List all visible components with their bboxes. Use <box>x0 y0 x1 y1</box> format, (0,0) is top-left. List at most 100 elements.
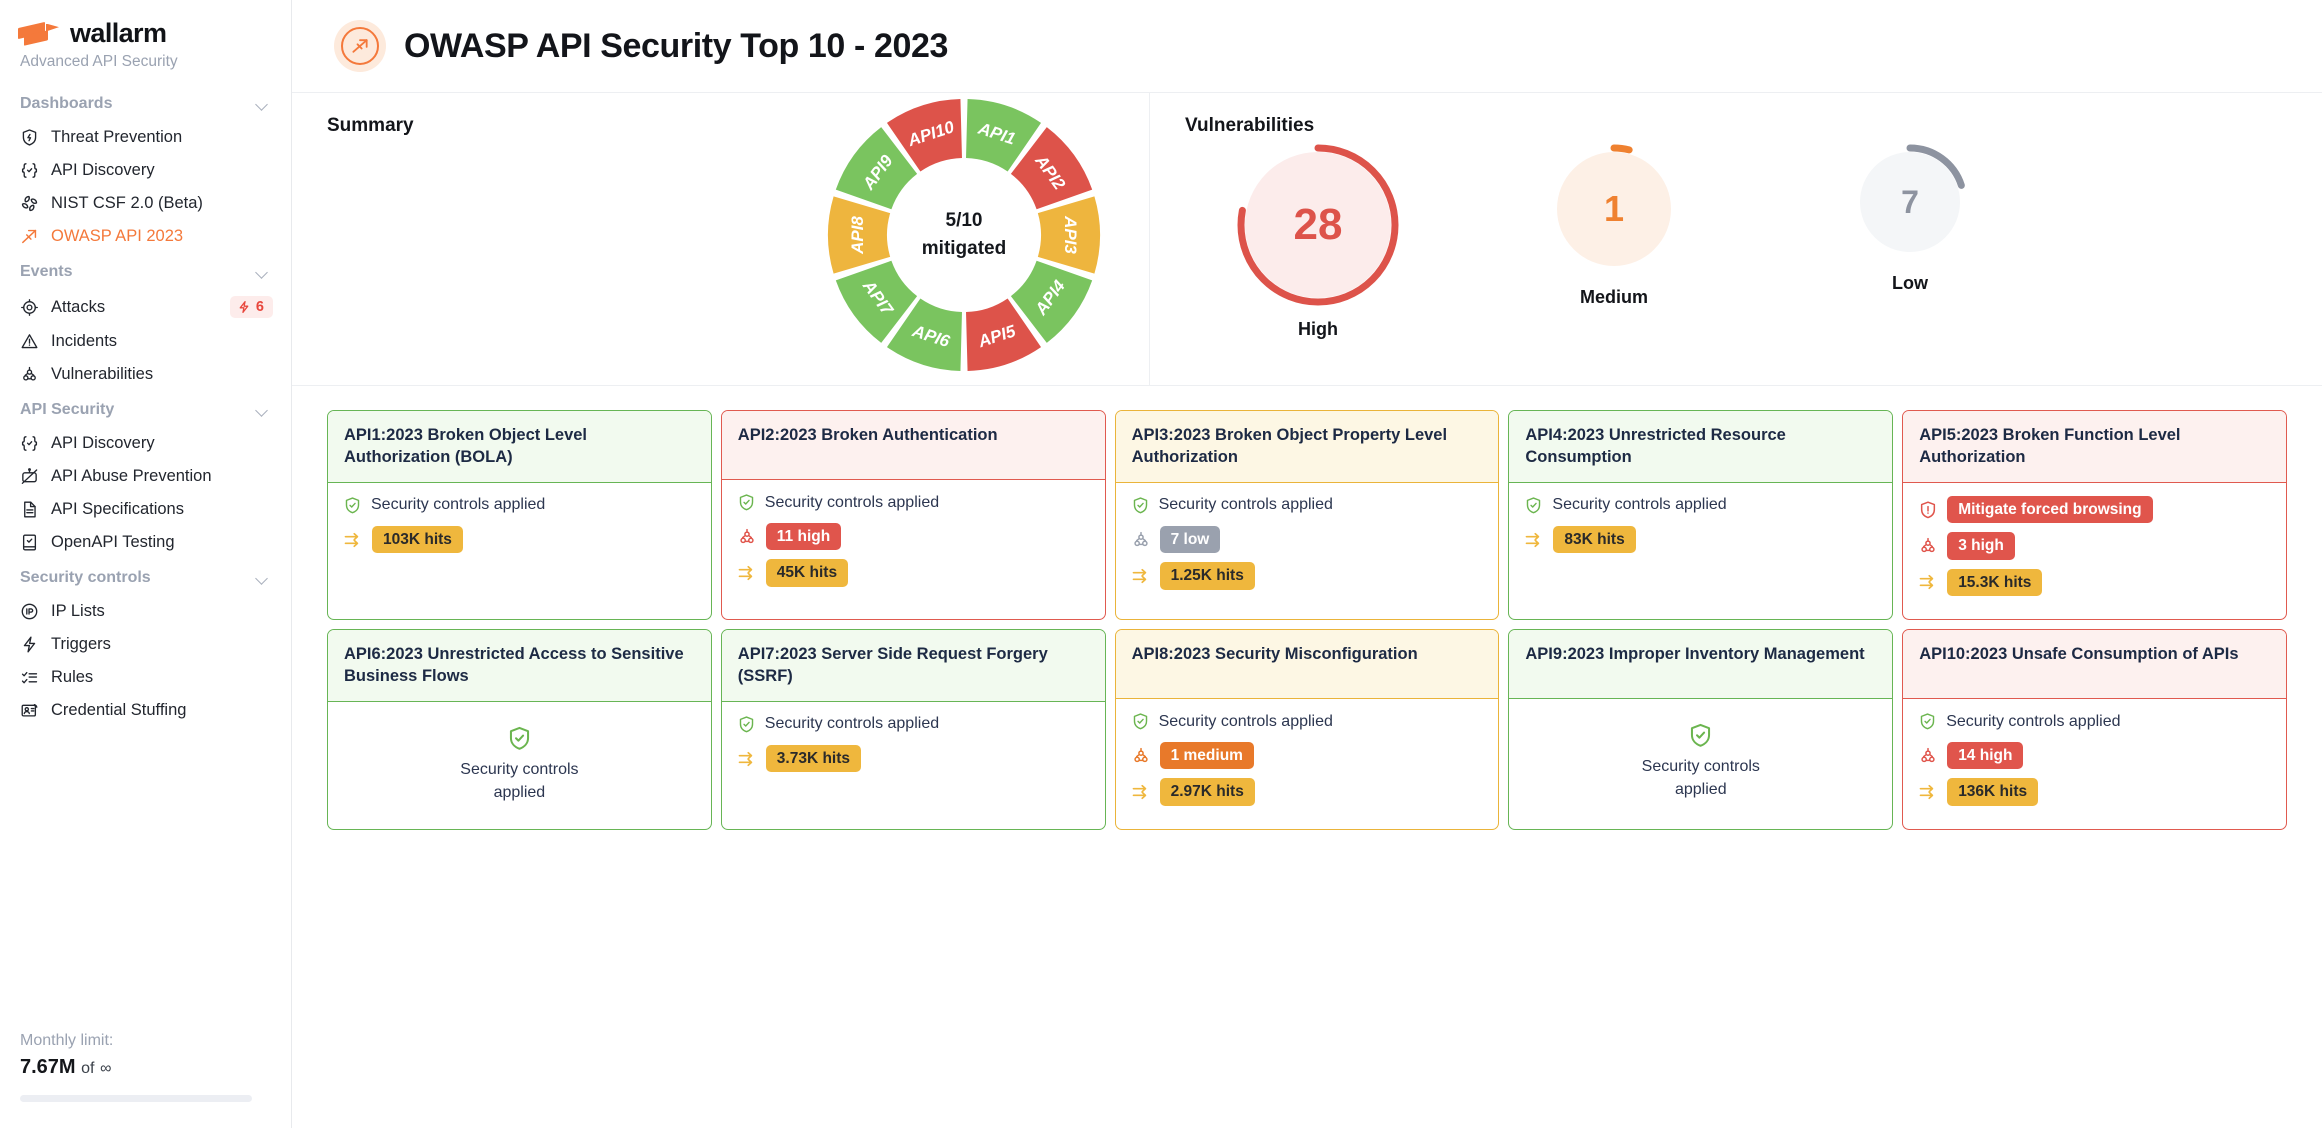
gauge-ring: 7 <box>1851 143 1969 261</box>
sidebar-item-triggers[interactable]: Triggers <box>0 628 291 661</box>
sidebar-group-label: Events <box>20 263 73 280</box>
card-pill-high[interactable]: 3 high <box>1947 532 2015 560</box>
alert-shield-icon <box>1918 500 1938 520</box>
biohazard-icon <box>20 365 39 384</box>
card-pill-hits[interactable]: 2.97K hits <box>1159 778 1255 806</box>
owasp-card-api6[interactable]: API6:2023 Unrestricted Access to Sensiti… <box>327 629 712 830</box>
id-card-icon <box>20 701 39 720</box>
card-pill-hits[interactable]: 103K hits <box>372 525 463 554</box>
card-body: Security controls applied 7 low 1.25K hi… <box>1116 483 1499 613</box>
biohazard-icon <box>1918 746 1938 766</box>
sidebar-group-events[interactable]: Events <box>0 253 291 289</box>
limit-used: 7.67M <box>20 1056 76 1078</box>
owasp-card-api4[interactable]: API4:2023 Unrestricted Resource Consumpt… <box>1508 410 1894 620</box>
card-controls-text: Security controls applied <box>764 715 940 733</box>
shield-bolt-icon <box>20 128 39 147</box>
monthly-limit-value: 7.67M of ∞ <box>20 1056 272 1079</box>
wallarm-logo-icon <box>18 21 60 47</box>
gauge-high[interactable]: 28 High <box>1170 143 1466 340</box>
card-pill-low[interactable]: 7 low <box>1159 525 1221 554</box>
gauge-low[interactable]: 7 Low <box>1762 143 2058 294</box>
shield-check-icon <box>343 496 362 515</box>
card-pill-high[interactable]: 11 high <box>765 523 842 551</box>
biohazard-icon <box>1131 746 1151 766</box>
owasp-card-api5[interactable]: API5:2023 Broken Function Level Authoriz… <box>1902 410 2287 620</box>
owasp-card-api8[interactable]: API8:2023 Security Misconfiguration Secu… <box>1114 629 1500 830</box>
card-stat-line: 45K hits <box>737 559 1090 587</box>
brand-tagline: Advanced API Security <box>20 53 178 70</box>
chevron-down-icon[interactable] <box>256 266 269 279</box>
vulnerability-gauges: 28 High 1 Medium 7 Low <box>1170 143 2058 340</box>
owasp-card-api10[interactable]: API10:2023 Unsafe Consumption of APIs Se… <box>1902 629 2287 830</box>
biohazard-icon <box>1918 536 1938 556</box>
card-stat-line: 11 high <box>737 523 1090 551</box>
sidebar-group-security-controls[interactable]: Security controls <box>0 559 291 595</box>
sidebar-item-openapi-testing[interactable]: OpenAPI Testing <box>0 526 291 559</box>
owasp-donut-chart[interactable]: API1 API2 API3 API4 API5 API6 API7 API8 API9 API1… <box>804 75 1124 395</box>
top-panels: Summary API1 API2 API3 API4 API5 API6 API7 API8… <box>292 93 2322 386</box>
sidebar-item-attacks[interactable]: Attacks 6 <box>0 289 291 325</box>
card-pill-hits[interactable]: 3.73K hits <box>765 744 862 773</box>
sidebar-item-api-discovery[interactable]: API Discovery <box>0 154 291 187</box>
arrows-right-icon <box>1918 572 1938 592</box>
owasp-card-api9[interactable]: API9:2023 Improper Inventory Management … <box>1508 629 1894 830</box>
brand[interactable]: wallarm <box>0 14 291 49</box>
owasp-card-api1[interactable]: API1:2023 Broken Object Level Authorizat… <box>327 410 712 620</box>
sidebar-item-label: Triggers <box>51 635 111 653</box>
card-pill-hits[interactable]: 83K hits <box>1553 525 1636 554</box>
card-body: Mitigate forced browsing 3 high 15.3K hi… <box>1903 483 2286 619</box>
document-icon <box>20 500 39 519</box>
card-body: Security controls applied <box>328 702 711 818</box>
card-stat-line: 14 high <box>1918 742 2271 770</box>
sidebar-item-label: Incidents <box>51 332 118 350</box>
arrows-right-icon <box>343 530 363 550</box>
chevron-down-icon[interactable] <box>256 572 269 585</box>
sidebar-item-label: Vulnerabilities <box>51 365 154 383</box>
sidebar-item-api-specifications[interactable]: API Specifications <box>0 493 291 526</box>
sidebar-item-incidents[interactable]: Incidents <box>0 325 291 358</box>
sidebar-group-dashboards[interactable]: Dashboards <box>0 85 291 121</box>
card-pill-hits[interactable]: 45K hits <box>765 559 849 587</box>
sidebar-item-threat-prevention[interactable]: Threat Prevention <box>0 121 291 154</box>
chevron-down-icon[interactable] <box>256 404 269 417</box>
card-header: API8:2023 Security Misconfiguration <box>1115 630 1499 699</box>
card-title: API9:2023 Improper Inventory Management <box>1525 645 1865 663</box>
card-controls-text: Security controls applied <box>1641 758 1760 798</box>
sidebar-item-rules[interactable]: Rules <box>0 661 291 694</box>
sidebar-item-api-abuse-prevention[interactable]: API Abuse Prevention <box>0 460 291 493</box>
card-pill-mitigate[interactable]: Mitigate forced browsing <box>1947 495 2153 524</box>
shield-check-icon <box>737 493 756 512</box>
card-controls-line: Security controls applied <box>1131 712 1484 731</box>
card-pill-medium[interactable]: 1 medium <box>1159 742 1254 770</box>
sidebar-item-label: IP Lists <box>51 602 105 620</box>
card-header: API6:2023 Unrestricted Access to Sensiti… <box>328 630 711 702</box>
card-pill-hits[interactable]: 15.3K hits <box>1947 568 2043 596</box>
sidebar-item-owasp-api-2023[interactable]: OWASP API 2023 <box>0 220 291 253</box>
sidebar-item-ip-lists[interactable]: IP Lists <box>0 595 291 628</box>
card-body: Security controls applied 14 high 136K h… <box>1903 699 2286 829</box>
owasp-card-api2[interactable]: API2:2023 Broken Authentication Security… <box>720 410 1106 620</box>
sidebar-group-api-security[interactable]: API Security <box>0 391 291 427</box>
gauge-medium[interactable]: 1 Medium <box>1466 143 1762 308</box>
sidebar-group-label: Security controls <box>20 569 151 586</box>
chevron-down-icon[interactable] <box>256 98 269 111</box>
card-pill-hits[interactable]: 136K hits <box>1947 778 2039 806</box>
card-body: Security controls applied 1 medium 2.97K… <box>1116 699 1499 829</box>
attacks-count-badge[interactable]: 6 <box>229 296 273 318</box>
sidebar-item-vulnerabilities[interactable]: Vulnerabilities <box>0 358 291 391</box>
sidebar-item-api-discovery[interactable]: API Discovery <box>0 427 291 460</box>
sidebar-item-label: OWASP API 2023 <box>51 227 184 245</box>
sidebar-item-label: Credential Stuffing <box>51 701 187 719</box>
card-pill-hits[interactable]: 1.25K hits <box>1159 562 1255 590</box>
sidebar-nav: Dashboards Threat Prevention API Discover… <box>0 85 291 727</box>
page-header: OWASP API Security Top 10 - 2023 <box>292 0 2322 93</box>
sidebar-item-credential-stuffing[interactable]: Credential Stuffing <box>0 694 291 727</box>
owasp-card-api3[interactable]: API3:2023 Broken Object Property Level A… <box>1114 410 1500 620</box>
card-controls-text: Security controls applied <box>764 493 940 511</box>
card-pill-high[interactable]: 14 high <box>1947 742 2024 770</box>
card-body: Security controls applied 3.73K hits <box>722 702 1105 806</box>
shield-check-icon <box>506 725 533 752</box>
owasp-card-api7[interactable]: API7:2023 Server Side Request Forgery (S… <box>720 629 1106 830</box>
limit-total: ∞ <box>100 1060 112 1077</box>
sidebar-item-nist-csf-2-0-beta[interactable]: NIST CSF 2.0 (Beta) <box>0 187 291 220</box>
